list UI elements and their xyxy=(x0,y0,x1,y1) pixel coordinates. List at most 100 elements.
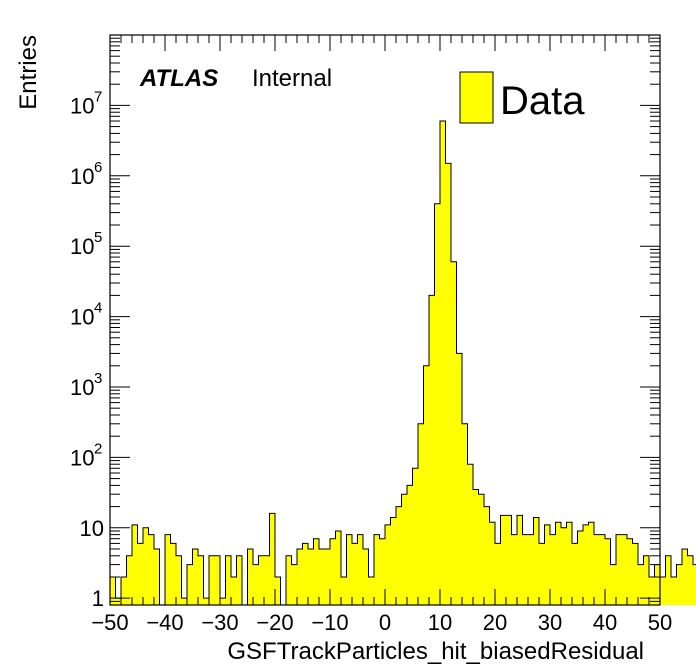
histogram-bin xyxy=(374,534,380,605)
histogram-bin xyxy=(489,522,496,605)
histogram-bin xyxy=(363,548,369,605)
x-tick-label: −10 xyxy=(311,610,348,635)
histogram-bin xyxy=(561,527,567,605)
histogram-bin xyxy=(627,538,633,605)
x-tick-label: 0 xyxy=(379,610,391,635)
histogram-bin xyxy=(220,598,226,605)
histogram-bin xyxy=(500,515,507,605)
histogram-bin xyxy=(423,365,430,605)
histogram-bin xyxy=(594,534,600,605)
y-tick-exponent: 5 xyxy=(94,229,102,246)
histogram-bin xyxy=(445,163,452,605)
histogram-bin xyxy=(121,576,127,605)
y-tick-label: 10 xyxy=(70,445,94,470)
histogram-bin xyxy=(621,534,628,605)
x-tick-label: 50 xyxy=(648,610,672,635)
histogram-bin xyxy=(462,423,468,605)
histogram-bin xyxy=(198,555,204,605)
histogram-bin xyxy=(495,543,501,605)
histogram-bin xyxy=(368,576,375,605)
x-tick-label: 30 xyxy=(538,610,562,635)
histogram-bin xyxy=(346,534,353,605)
histogram-bars xyxy=(110,121,696,605)
histogram-bin xyxy=(137,543,144,605)
histogram-bin xyxy=(335,531,342,605)
legend-label-data: Data xyxy=(500,79,585,123)
histogram-bin xyxy=(660,576,666,605)
histogram-bin xyxy=(616,534,622,605)
y-axis-ticks xyxy=(110,34,660,606)
histogram-bin xyxy=(352,543,358,605)
histogram-bin xyxy=(649,576,655,605)
histogram-bin xyxy=(341,576,347,605)
histogram-bin xyxy=(324,548,331,605)
histogram-bin xyxy=(506,515,512,605)
y-tick-label: 10 xyxy=(70,164,94,189)
histogram-bin xyxy=(418,423,424,605)
x-tick-label: −20 xyxy=(256,610,293,635)
histogram-bin xyxy=(687,555,694,605)
histogram-bin xyxy=(148,534,155,605)
histogram-bin xyxy=(638,564,644,605)
histogram-bin xyxy=(533,517,540,605)
y-tick-exponent: 3 xyxy=(94,370,102,387)
histogram-bin xyxy=(390,517,397,605)
histogram-bin xyxy=(154,548,160,605)
histogram-bin xyxy=(385,524,391,605)
histogram-bin xyxy=(539,543,545,605)
histogram-bin xyxy=(583,524,589,605)
internal-label: Internal xyxy=(252,65,332,92)
histogram-bin xyxy=(396,506,402,605)
histogram-bin xyxy=(313,538,320,605)
y-tick-label: 10 xyxy=(80,516,104,541)
legend-swatch-data xyxy=(459,71,494,124)
histogram-bin xyxy=(676,564,683,605)
histogram-bin xyxy=(258,555,265,605)
y-tick-label: 10 xyxy=(70,93,94,118)
x-tick-label: 10 xyxy=(428,610,452,635)
histogram-bin xyxy=(522,534,529,605)
histogram-bin xyxy=(132,524,138,605)
histogram-bin xyxy=(308,548,314,605)
histogram-bin xyxy=(517,515,523,605)
histogram-bin xyxy=(110,576,116,605)
histogram-bin xyxy=(330,538,336,605)
x-tick-label: −50 xyxy=(91,610,128,635)
histogram-bin xyxy=(253,564,259,605)
x-tick-label: 20 xyxy=(483,610,507,635)
x-axis-ticks xyxy=(109,35,661,605)
y-tick-exponent: 6 xyxy=(94,159,102,176)
histogram-bin xyxy=(478,494,485,605)
y-tick-label: 1 xyxy=(92,586,104,611)
histogram-bin xyxy=(511,534,518,605)
y-tick-label: 10 xyxy=(70,375,94,400)
histogram-bin xyxy=(451,261,457,605)
histogram-bin xyxy=(247,548,254,605)
histogram-bin xyxy=(319,548,325,605)
histogram-bin xyxy=(203,598,210,605)
histogram-bin xyxy=(236,555,243,605)
histogram-bin xyxy=(187,564,193,605)
histogram-bin xyxy=(473,489,479,605)
histogram-bin xyxy=(544,524,551,605)
histogram-bin xyxy=(654,564,661,605)
histogram-bin xyxy=(126,555,133,605)
y-tick-label: 10 xyxy=(70,305,94,330)
histogram-outline xyxy=(110,120,696,606)
x-tick-label: 40 xyxy=(593,610,617,635)
histogram-bin xyxy=(610,564,617,605)
histogram-bin xyxy=(357,534,364,605)
histogram-bin xyxy=(566,522,573,605)
histogram-bin xyxy=(231,576,237,605)
y-tick-exponent: 7 xyxy=(94,88,102,105)
histogram-bin xyxy=(379,538,386,605)
y-tick-exponent: 2 xyxy=(94,440,102,457)
histogram-bin xyxy=(632,543,639,605)
histogram-bin xyxy=(528,534,534,605)
histogram-bin xyxy=(225,555,232,605)
histogram-bin xyxy=(605,538,611,605)
histogram-bin xyxy=(671,576,677,605)
histogram-bin xyxy=(572,543,578,605)
